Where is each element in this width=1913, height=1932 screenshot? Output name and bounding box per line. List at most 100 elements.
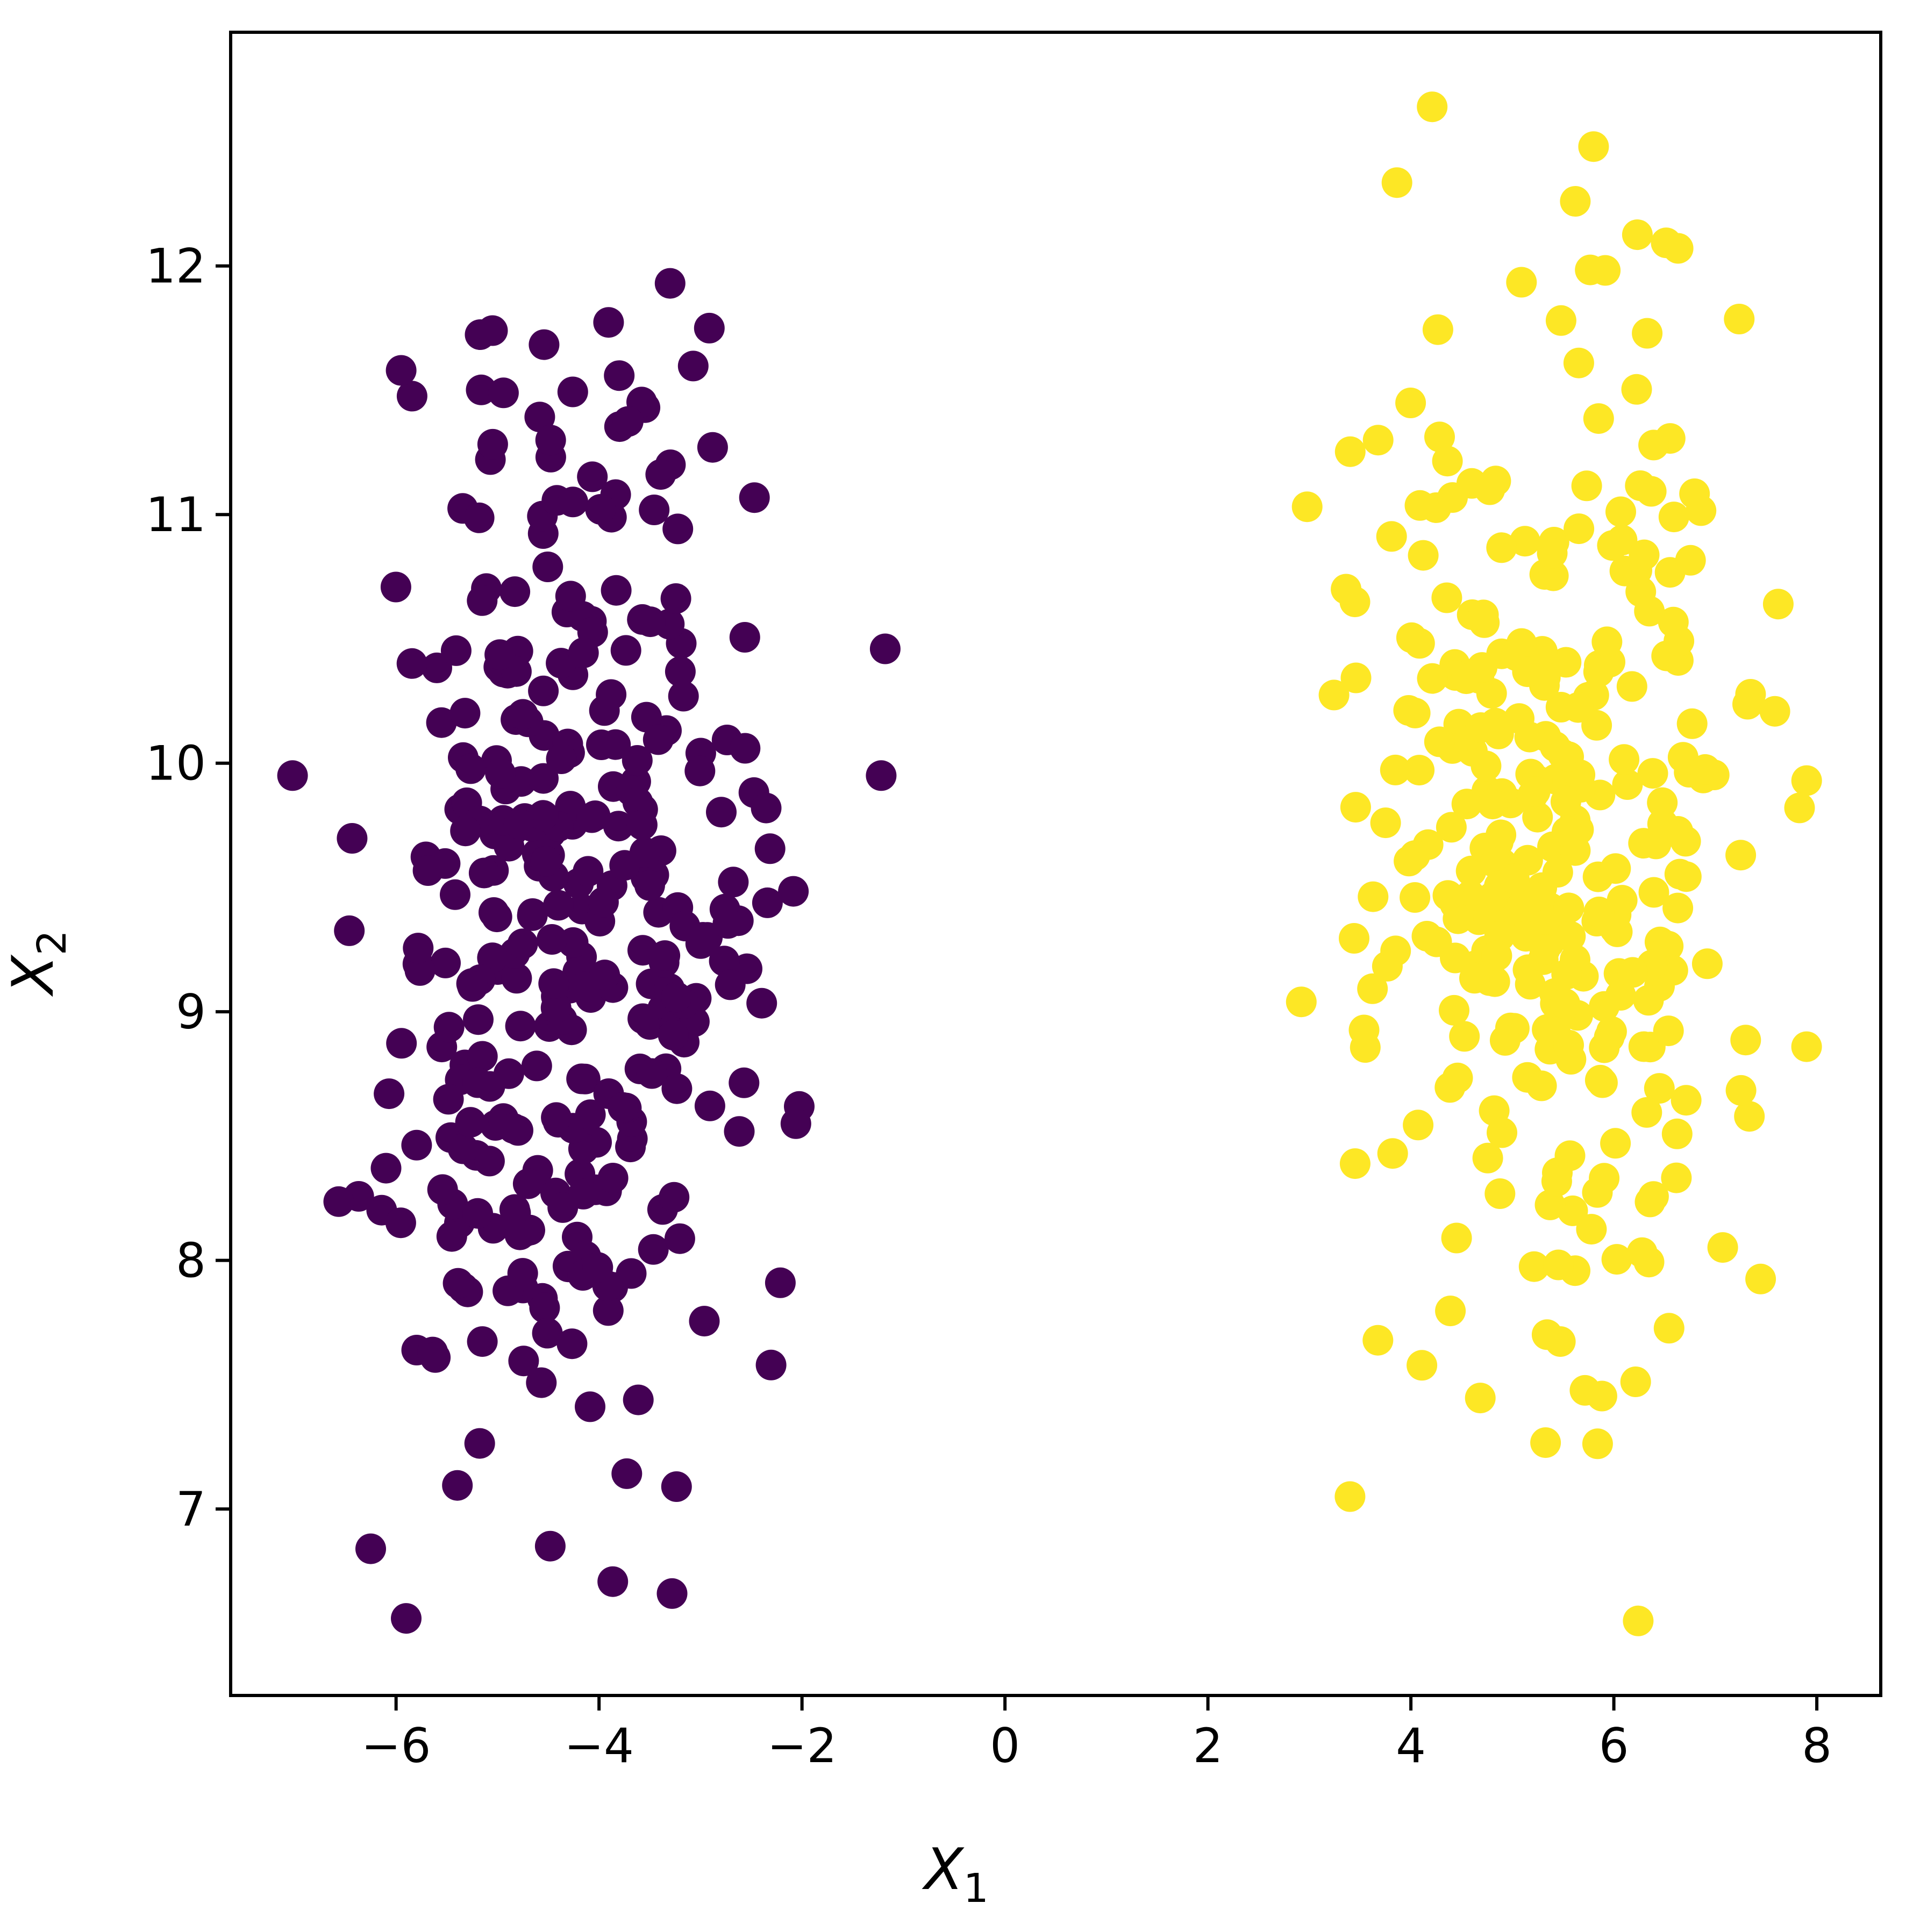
y-tick-label: 7 [176,1482,206,1537]
scatter-point-cluster-1-yellow [1395,388,1426,418]
scatter-point-cluster-0-purple [611,1458,643,1489]
scatter-point-cluster-0-purple [597,1566,629,1597]
scatter-point-cluster-1-yellow [1662,892,1694,924]
scatter-point-cluster-0-purple [643,724,674,755]
scatter-point-cluster-1-yellow [1578,131,1609,162]
points-layer [277,91,1822,1636]
scatter-point-cluster-1-yellow [1759,696,1790,727]
scatter-point-cluster-0-purple [532,552,563,582]
x-tick-label: −6 [361,1718,431,1773]
y-tick-label: 9 [176,984,206,1040]
scatter-point-cluster-1-yellow [1675,545,1706,576]
scatter-point-cluster-1-yellow [1436,812,1467,843]
scatter-point-cluster-1-yellow [1661,1118,1693,1149]
scatter-point-cluster-1-yellow [1601,1244,1632,1275]
scatter-point-cluster-0-purple [396,381,427,412]
y-tick-label: 10 [146,736,206,791]
scatter-point-cluster-1-yellow [1534,1189,1566,1220]
scatter-point-cluster-0-purple [462,1067,494,1098]
scatter-point-cluster-1-yellow [1519,776,1551,807]
scatter-point-cluster-1-yellow [1541,1165,1572,1197]
scatter-point-cluster-0-purple [694,312,725,344]
scatter-point-cluster-1-yellow [1362,1325,1394,1356]
scatter-point-cluster-0-purple [718,867,749,898]
scatter-point-cluster-1-yellow [1531,1319,1562,1350]
scatter-point-cluster-1-yellow [1443,903,1474,934]
scatter-point-cluster-0-purple [532,1318,563,1349]
x-tick-label: 8 [1802,1718,1832,1773]
scatter-point-cluster-1-yellow [1560,186,1591,217]
x-axis-ticks: −6 −4 −2 0 2 4 6 8 [361,1695,1832,1773]
scatter-point-cluster-1-yellow [1725,840,1757,871]
scatter-point-cluster-1-yellow [1514,721,1545,753]
scatter-point-cluster-0-purple [385,1207,416,1239]
scatter-point-cluster-0-purple [517,900,548,931]
scatter-point-cluster-0-purple [575,1099,606,1130]
scatter-point-cluster-1-yellow [1339,1148,1370,1179]
scatter-point-cluster-0-purple [505,1011,536,1042]
scatter-point-cluster-1-yellow [1658,502,1689,533]
scatter-point-cluster-0-purple [512,1168,544,1199]
x-axis-label: X1 [922,1836,989,1912]
scatter-point-cluster-0-purple [684,755,716,786]
scatter-point-cluster-1-yellow [1638,430,1669,461]
scatter-point-cluster-1-yellow [1582,1428,1613,1459]
scatter-point-cluster-1-yellow [1550,786,1581,817]
scatter-point-cluster-1-yellow [1609,744,1640,775]
scatter-point-cluster-0-purple [780,1108,811,1139]
scatter-point-cluster-1-yellow [1634,596,1665,627]
scatter-point-cluster-0-purple [593,307,624,338]
scatter-point-cluster-0-purple [600,729,631,760]
scatter-point-cluster-0-purple [593,1295,624,1326]
scatter-point-cluster-1-yellow [1626,1237,1658,1268]
scatter-point-cluster-0-purple [440,879,470,910]
x-tick-label: −4 [564,1718,634,1773]
scatter-point-cluster-0-purple [866,760,897,791]
scatter-point-cluster-1-yellow [1471,750,1502,782]
scatter-point-cluster-0-purple [442,1268,474,1299]
scatter-point-cluster-1-yellow [1376,521,1407,552]
scatter-point-cluster-0-purple [488,377,519,409]
scatter-point-cluster-0-purple [447,1133,479,1164]
scatter-point-cluster-1-yellow [1730,1025,1761,1056]
scatter-point-cluster-1-yellow [1432,446,1463,477]
scatter-point-cluster-0-purple [604,360,635,391]
scatter-point-cluster-0-purple [635,606,666,638]
scatter-point-cluster-1-yellow [1647,787,1678,818]
scatter-point-cluster-0-purple [403,933,434,964]
scatter-point-cluster-1-yellow [1404,628,1435,659]
scatter-point-cluster-1-yellow [1440,942,1471,974]
scatter-point-cluster-0-purple [659,1182,690,1213]
scatter-point-cluster-1-yellow [1489,1025,1521,1056]
scatter-point-cluster-0-purple [481,901,512,933]
scatter-point-cluster-1-yellow [1432,880,1464,911]
scatter-point-cluster-1-yellow [1417,663,1448,694]
scatter-point-cluster-1-yellow [1762,589,1794,620]
scatter-point-cluster-0-purple [508,699,538,730]
scatter-point-cluster-1-yellow [1422,314,1453,345]
scatter-point-cluster-1-yellow [1334,1481,1366,1512]
scatter-point-cluster-0-purple [528,675,559,706]
scatter-point-cluster-1-yellow [1449,1021,1480,1052]
scatter-point-cluster-1-yellow [1724,304,1755,334]
scatter-point-cluster-0-purple [869,633,901,664]
scatter-point-cluster-1-yellow [1576,1214,1607,1245]
scatter-point-cluster-1-yellow [1605,980,1636,1011]
scatter-point-cluster-1-yellow [1597,530,1628,561]
scatter-point-cluster-1-yellow [1400,840,1430,871]
scatter-point-cluster-0-purple [752,887,783,918]
scatter-point-cluster-0-purple [778,876,809,907]
scatter-point-cluster-0-purple [709,946,740,977]
scatter-point-cluster-0-purple [577,461,608,492]
scatter-point-cluster-1-yellow [1653,1313,1684,1344]
scatter-point-cluster-1-yellow [1339,923,1369,954]
scatter-point-cluster-0-purple [477,315,508,346]
scatter-point-cluster-1-yellow [1622,219,1653,251]
scatter-point-cluster-1-yellow [1620,1366,1651,1397]
scatter-point-cluster-1-yellow [1510,921,1541,952]
y-tick-label: 11 [146,487,206,542]
scatter-point-cluster-0-purple [355,1533,386,1564]
scatter-point-cluster-0-purple [455,753,486,784]
y-axis-ticks: 7 8 9 10 11 12 [146,239,231,1537]
scatter-point-cluster-1-yellow [1522,802,1553,833]
